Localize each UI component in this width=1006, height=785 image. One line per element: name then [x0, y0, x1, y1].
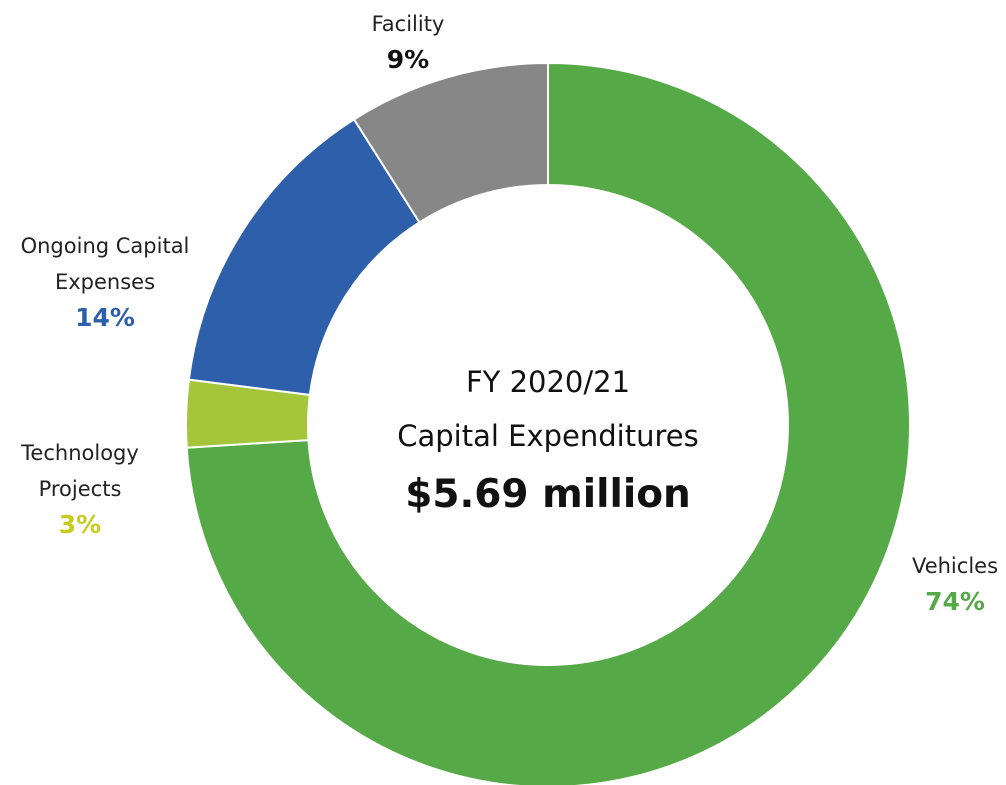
percent-label: 74%	[925, 587, 985, 616]
center-total: $5.69 million	[405, 472, 691, 517]
percent-label: 9%	[386, 45, 430, 74]
slice-label: Vehicles 74%	[900, 548, 1006, 620]
center-line: Capital Expenditures	[397, 419, 699, 453]
category-name: Vehicles	[911, 554, 999, 578]
slice-label: Facility 9%	[348, 6, 468, 78]
center-line: FY 2020/21	[465, 365, 631, 399]
slice-label: Technology Projects 3%	[0, 435, 160, 543]
percent-label: 3%	[58, 510, 102, 539]
slice-label: Ongoing Capital Expenses 14%	[5, 228, 205, 336]
category-name: Facility	[371, 12, 445, 36]
category-name: Ongoing Capital Expenses	[20, 234, 190, 294]
category-name: Technology Projects	[21, 441, 139, 501]
percent-label: 14%	[75, 303, 135, 332]
donut-slice	[185, 61, 911, 785]
donut-slice	[352, 61, 549, 224]
